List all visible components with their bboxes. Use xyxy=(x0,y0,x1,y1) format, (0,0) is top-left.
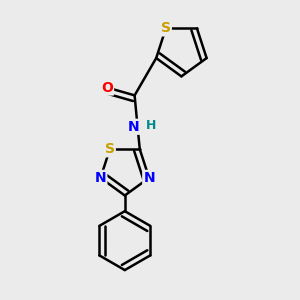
Text: H: H xyxy=(146,119,157,132)
Text: O: O xyxy=(101,80,113,94)
Text: N: N xyxy=(143,171,155,185)
Text: S: S xyxy=(105,142,115,156)
Text: N: N xyxy=(128,120,140,134)
Text: N: N xyxy=(95,171,106,185)
Text: S: S xyxy=(161,21,171,35)
